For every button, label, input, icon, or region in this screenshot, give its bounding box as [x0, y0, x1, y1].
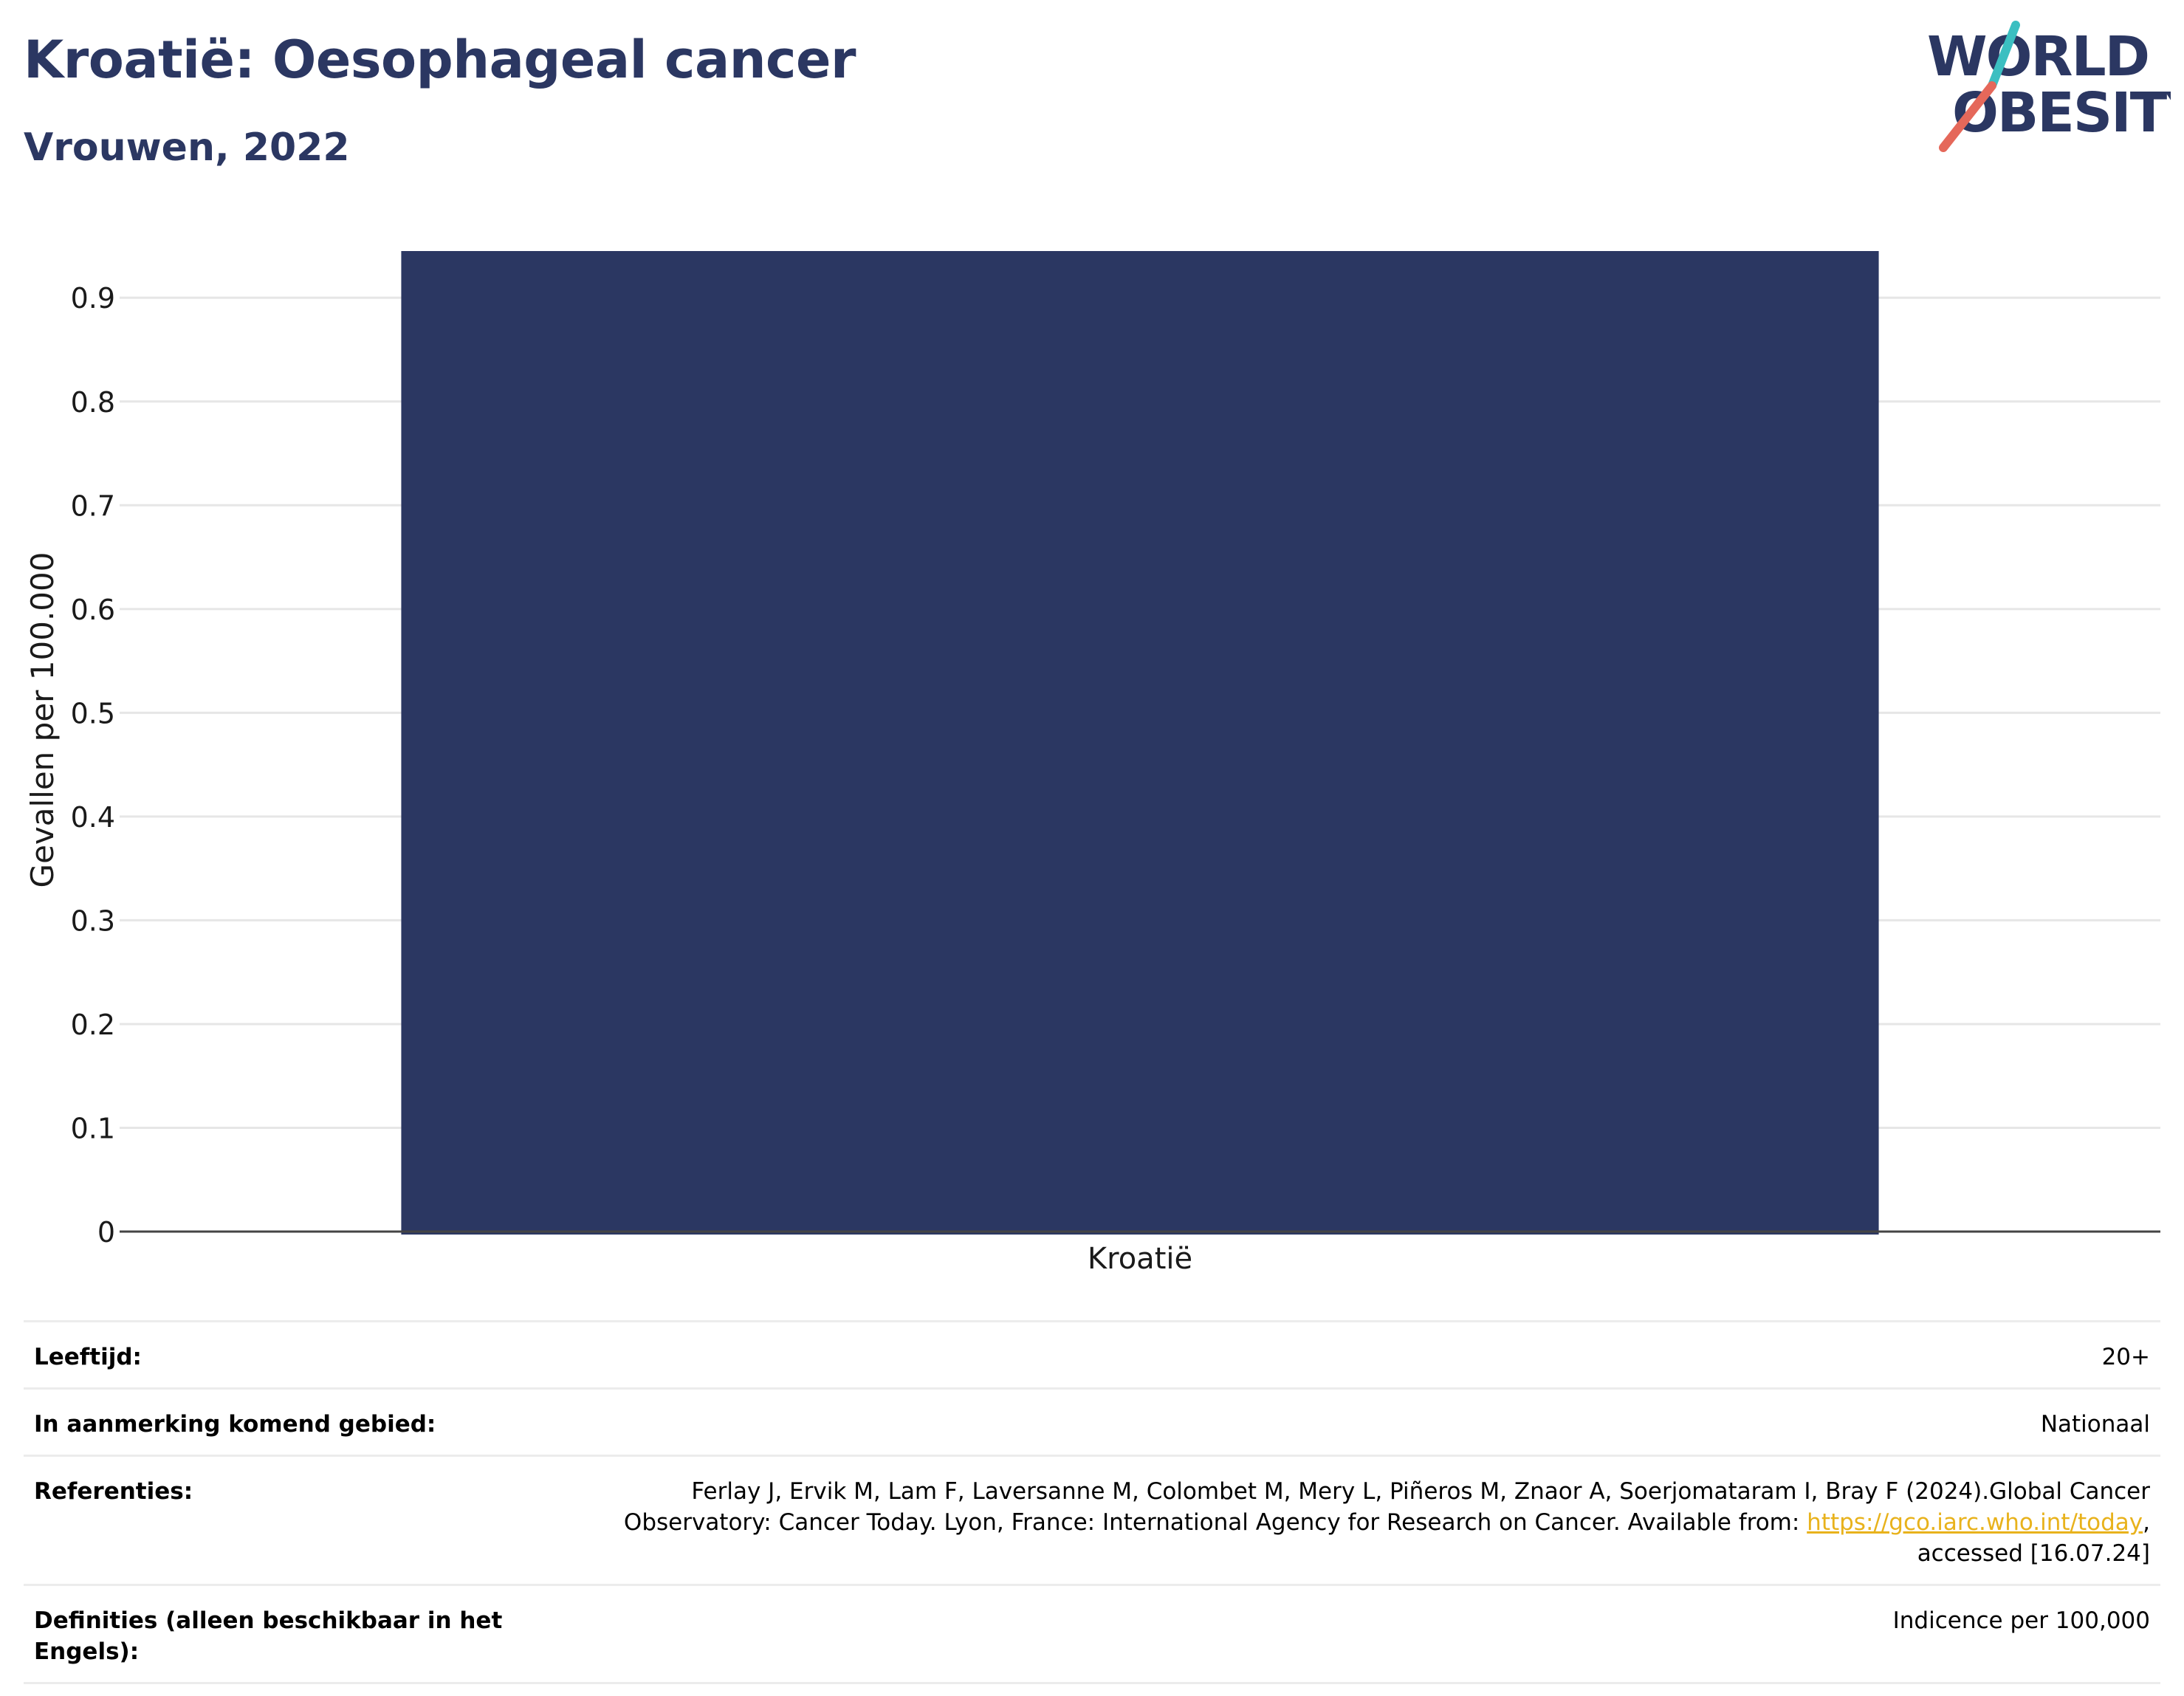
bar: [401, 251, 1879, 1235]
y-tick-label: 0.4: [71, 801, 115, 834]
x-tick-label: Kroatië: [1088, 1242, 1192, 1276]
bars: [401, 251, 1879, 1235]
references-link[interactable]: https://gco.iarc.who.int/today: [1807, 1509, 2143, 1536]
references-value: Ferlay J, Ervik M, Lam F, Laversanne M, …: [600, 1476, 2150, 1569]
chart-subtitle: Vrouwen, 2022: [24, 126, 350, 170]
y-tick-label: 0: [97, 1216, 115, 1249]
bar-chart: 0 0.1 0.2 0.3 0.4 0.5 0.6 0.7 0.8 0.9 Kroatië Geva…: [24, 251, 2160, 1276]
info-row-area: In aanmerking komend gebied: Nationaal: [24, 1387, 2160, 1455]
y-tick-label: 0.7: [71, 490, 115, 522]
info-row-age: Leeftijd: 20+: [24, 1320, 2160, 1387]
info-row-references: Referenties: Ferlay J, Ervik M, Lam F, L…: [24, 1455, 2160, 1584]
definitions-label: Definities (alleen beschikbaar in het En…: [34, 1607, 503, 1665]
y-tick-label: 0.1: [71, 1112, 115, 1144]
logo-slash-teal: [1988, 21, 2020, 90]
axes: 0 0.1 0.2 0.3 0.4 0.5 0.6 0.7 0.8 0.9 Kroatië: [71, 282, 2160, 1276]
definitions-value: Indicence per 100,000: [1892, 1607, 2150, 1634]
area-label: In aanmerking komend gebied:: [34, 1411, 436, 1438]
references-text: Ferlay J, Ervik M, Lam F, Laversanne M, …: [623, 1478, 2150, 1536]
info-table: Leeftijd: 20+ In aanmerking komend gebie…: [24, 1320, 2160, 1684]
logo-text-world: WORLD: [1927, 25, 2149, 89]
references-label: Referenties:: [34, 1478, 193, 1505]
age-label: Leeftijd:: [34, 1344, 142, 1370]
y-tick-label: 0.8: [71, 386, 115, 419]
chart-title: Kroatië: Oesophageal cancer: [24, 30, 856, 90]
logo-slash-red: [1939, 81, 1996, 152]
age-value: 20+: [2101, 1344, 2150, 1370]
y-tick-label: 0.2: [71, 1009, 115, 1041]
y-tick-label: 0.5: [71, 697, 115, 729]
references-accessed: , accessed [16.07.24]: [1917, 1509, 2150, 1567]
world-obesity-logo: WORLD OBESITY: [1927, 21, 2171, 152]
y-tick-label: 0.9: [71, 282, 115, 315]
info-row-definitions: Definities (alleen beschikbaar in het En…: [24, 1584, 2160, 1684]
y-tick-label: 0.3: [71, 904, 115, 937]
area-value: Nationaal: [2040, 1411, 2150, 1438]
y-tick-label: 0.6: [71, 594, 115, 626]
y-axis-label: Gevallen per 100.000: [24, 552, 61, 888]
